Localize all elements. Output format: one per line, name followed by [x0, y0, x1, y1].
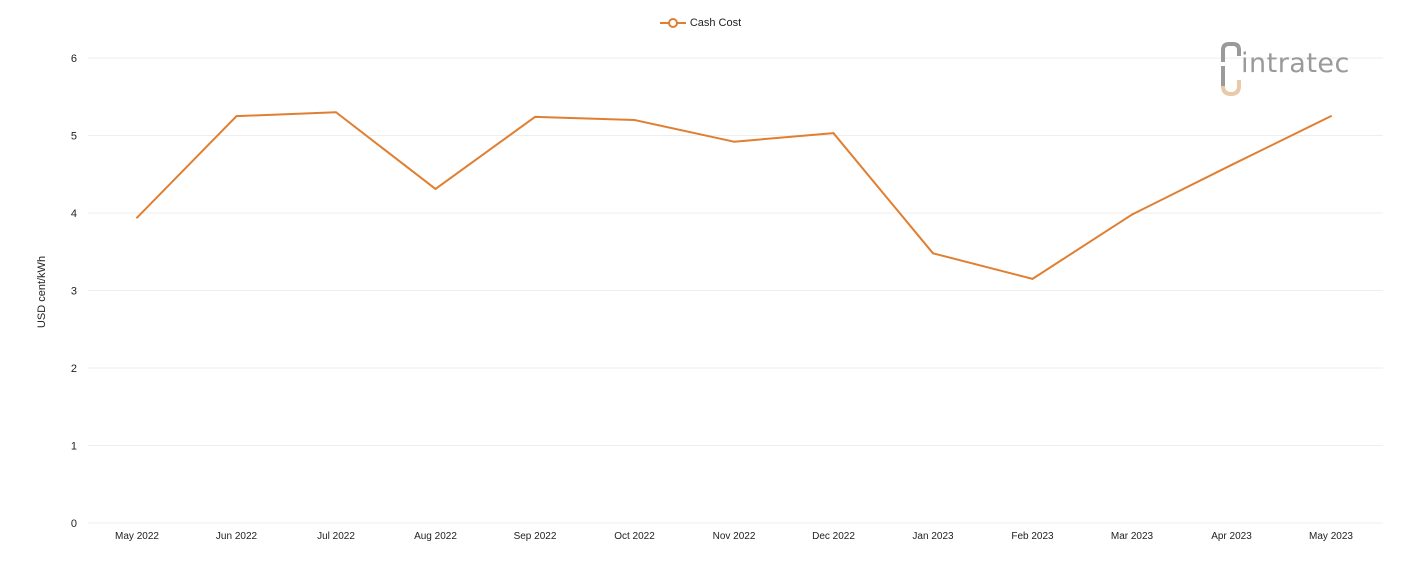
y-tick-label: 6: [71, 53, 77, 65]
data-point: [832, 132, 835, 135]
y-tick-label: 5: [71, 131, 77, 143]
data-point: [434, 187, 437, 190]
data-point: [235, 115, 238, 118]
intratec-logo: intratec: [1219, 42, 1367, 96]
data-point: [733, 140, 735, 143]
data-point: [1131, 213, 1133, 216]
data-point: [335, 111, 337, 114]
x-tick-label: Oct 2022: [614, 531, 655, 542]
y-tick-label: 0: [71, 518, 77, 530]
x-tick-labels: May 2022 Jun 2022 Jul 2022 Aug 2022 Sep 2022…: [115, 531, 1353, 542]
x-tick-label: Feb 2023: [1011, 531, 1054, 542]
y-tick-labels: 0 1 2 3 4 5 6: [71, 53, 77, 530]
data-point: [1230, 163, 1233, 166]
x-tick-label: May 2022: [115, 531, 159, 542]
series-lines: [136, 111, 1332, 280]
data-point: [633, 119, 636, 121]
intratec-logo-icon: [1221, 42, 1241, 96]
legend[interactable]: Cash Cost: [0, 16, 1401, 30]
y-tick-label: 2: [71, 363, 77, 375]
x-tick-label: Jul 2022: [317, 531, 355, 542]
x-tick-label: Jun 2022: [216, 531, 258, 542]
data-point: [136, 216, 138, 219]
grid-lines: [88, 57, 1383, 524]
y-tick-label: 1: [71, 441, 77, 453]
data-point: [932, 252, 934, 255]
x-tick-label: Aug 2022: [414, 531, 457, 542]
data-point: [1330, 115, 1332, 118]
y-tick-label: 3: [71, 286, 77, 298]
y-tick-label: 4: [71, 208, 77, 220]
x-tick-label: Dec 2022: [812, 531, 855, 542]
logo-text: intratec: [1241, 48, 1350, 79]
x-tick-label: May 2023: [1309, 531, 1353, 542]
data-point: [1031, 277, 1034, 280]
series-line-0: [136, 111, 1332, 280]
x-tick-label: Sep 2022: [514, 531, 557, 542]
legend-label: Cash Cost: [689, 17, 742, 29]
data-point: [534, 115, 536, 118]
x-tick-label: Apr 2023: [1211, 531, 1252, 542]
x-tick-label: Jan 2023: [912, 531, 954, 542]
x-tick-label: Nov 2022: [713, 531, 756, 542]
legend-marker-icon: [659, 18, 686, 28]
x-tick-label: Mar 2023: [1111, 531, 1154, 542]
